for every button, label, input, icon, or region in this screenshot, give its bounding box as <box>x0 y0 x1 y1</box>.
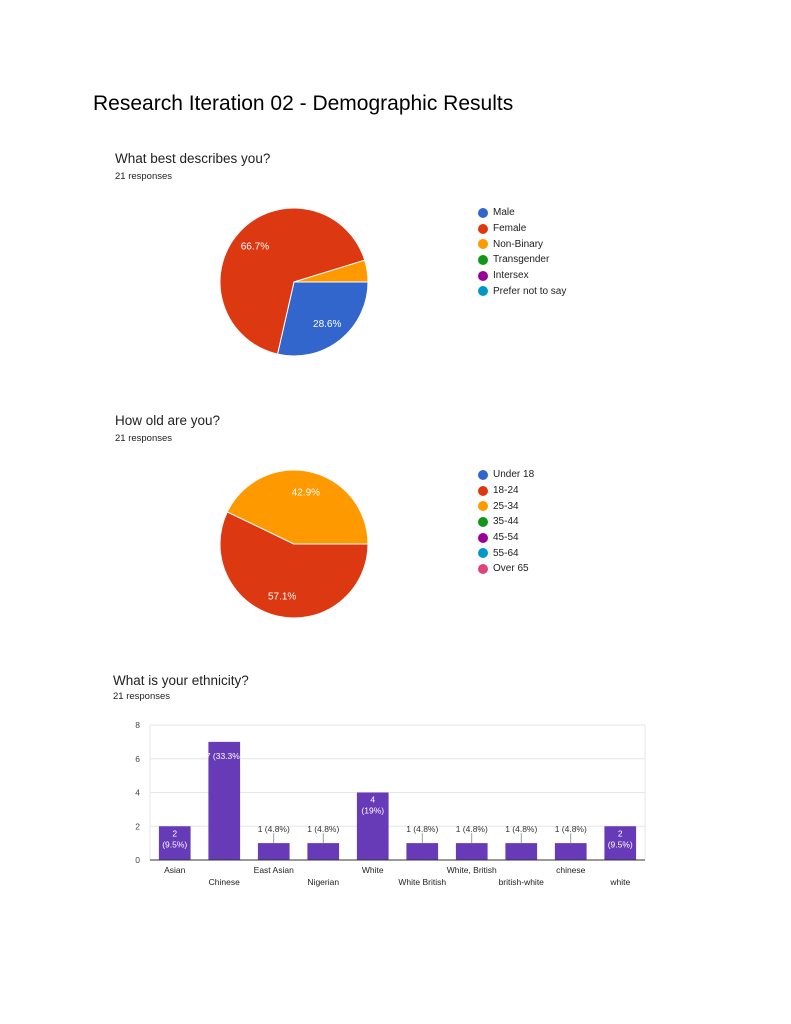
legend-label: 35-44 <box>493 516 519 528</box>
x-tick-label: East Asian <box>254 865 294 875</box>
x-tick-label: Asian <box>164 865 186 875</box>
legend-swatch <box>478 485 488 496</box>
bar-chinese <box>208 741 241 860</box>
legend-item: 18-24 <box>478 483 534 499</box>
legend-item: Transgender <box>478 252 566 268</box>
question-title-gender: What best describes you? <box>115 151 271 166</box>
legend-label: Transgender <box>493 254 550 266</box>
pie-slice-female <box>219 207 366 355</box>
legend-item: Non-Binary <box>478 236 566 252</box>
bar-british-white <box>505 843 538 860</box>
x-tick-label: white <box>609 877 630 887</box>
bar-asian <box>158 826 191 860</box>
x-tick-label: White <box>362 865 384 875</box>
legend-gender: Male Female Non-Binary Transgender Intersex P… <box>478 205 566 299</box>
legend-label: Prefer not to say <box>493 285 567 297</box>
bar-data-label: 1 (4.8%) <box>307 824 339 834</box>
legend-swatch <box>478 207 488 218</box>
pie-slice-18-24 <box>219 511 369 619</box>
bar-data-label: 2 (9.5%) <box>608 828 633 849</box>
y-tick-label: 2 <box>135 821 140 831</box>
bar-data-label: 4 (19%) <box>361 795 384 816</box>
legend-swatch <box>478 270 488 281</box>
legend-swatch <box>478 239 488 250</box>
legend-item: Over 65 <box>478 561 534 577</box>
bar-data-label: 2 (9.5%) <box>162 828 187 849</box>
x-tick-label: White British <box>398 877 446 887</box>
legend-label: Intersex <box>493 270 529 282</box>
bar-data-label: 1 (4.8%) <box>456 824 488 834</box>
pie-data-label: 28.6% <box>313 319 341 330</box>
pie-slice-25-34 <box>226 469 369 545</box>
legend-item: 25-34 <box>478 498 534 514</box>
legend-swatch <box>478 501 488 512</box>
pie-data-label: 42.9% <box>292 488 320 499</box>
legend-item: Male <box>478 205 566 221</box>
bar-white-british <box>455 843 488 860</box>
x-tick-label: british-white <box>499 877 545 887</box>
legend-swatch <box>478 532 488 543</box>
legend-item: Female <box>478 221 566 237</box>
pie-slice-male <box>276 281 369 357</box>
legend-swatch <box>478 254 488 265</box>
bar-data-label: 7 (33.3%) <box>206 751 243 761</box>
x-tick-label: White, British <box>447 865 497 875</box>
legend-age: Under 18 18-24 25-34 35-44 45-54 55-64 Over 65 <box>478 467 534 577</box>
legend-item: 55-64 <box>478 545 534 561</box>
bar-white <box>604 826 637 860</box>
question-title-age: How old are you? <box>115 413 221 428</box>
bar-white <box>356 792 389 860</box>
legend-label: Over 65 <box>493 563 529 575</box>
bar-data-label: 1 (4.8%) <box>406 824 438 834</box>
x-tick-label: chinese <box>556 865 586 875</box>
legend-swatch <box>478 563 488 574</box>
legend-swatch <box>478 223 488 234</box>
y-tick-label: 4 <box>135 788 140 798</box>
legend-label: 55-64 <box>493 547 519 559</box>
legend-swatch <box>478 548 488 559</box>
pie-slice-non-binary <box>293 259 369 283</box>
legend-item: 45-54 <box>478 530 534 546</box>
pie-data-label: 57.1% <box>268 591 296 602</box>
pie-data-label: 66.7% <box>241 241 269 252</box>
legend-swatch <box>478 469 488 480</box>
legend-item: Under 18 <box>478 467 534 483</box>
bar-chart-ethnicity: 0 2 4 6 8 2 (9.5%) Asian 7 (33.3%) Chinese 1 (4.8%… <box>135 720 646 887</box>
y-tick-label: 8 <box>135 720 140 730</box>
legend-label: Female <box>493 223 527 235</box>
legend-label: Male <box>493 207 515 219</box>
legend-item: 35-44 <box>478 514 534 530</box>
legend-item: Intersex <box>478 268 566 284</box>
response-count-age: 21 responses <box>115 433 173 444</box>
y-tick-label: 6 <box>135 754 140 764</box>
response-count-ethnicity: 21 responses <box>113 691 171 702</box>
bar-data-label: 1 (4.8%) <box>555 824 587 834</box>
pie-chart-1: 57.1% 42.9% <box>219 469 369 619</box>
pie-chart-0: 28.6% 66.7% <box>219 207 369 357</box>
bar-east-asian <box>257 843 290 860</box>
legend-label: Under 18 <box>493 469 535 481</box>
x-tick-label: Chinese <box>209 877 240 887</box>
legend-swatch <box>478 516 488 527</box>
legend-label: 18-24 <box>493 485 519 497</box>
legend-swatch <box>478 286 488 297</box>
legend-item: Prefer not to say <box>478 283 566 299</box>
y-tick-label: 0 <box>135 855 140 865</box>
bar-nigerian <box>307 843 340 860</box>
response-count-gender: 21 responses <box>115 171 173 182</box>
question-title-ethnicity: What is your ethnicity? <box>113 673 249 688</box>
bar-white-british <box>406 843 439 860</box>
bar-data-label: 1 (4.8%) <box>258 824 290 834</box>
legend-label: 45-54 <box>493 532 519 544</box>
page-title: Research Iteration 02 - Demographic Resu… <box>93 92 514 115</box>
bar-data-label: 1 (4.8%) <box>505 824 537 834</box>
legend-label: Non-Binary <box>493 238 544 250</box>
legend-label: 25-34 <box>493 500 519 512</box>
bar-chinese <box>554 843 587 860</box>
x-tick-label: Nigerian <box>307 877 339 887</box>
